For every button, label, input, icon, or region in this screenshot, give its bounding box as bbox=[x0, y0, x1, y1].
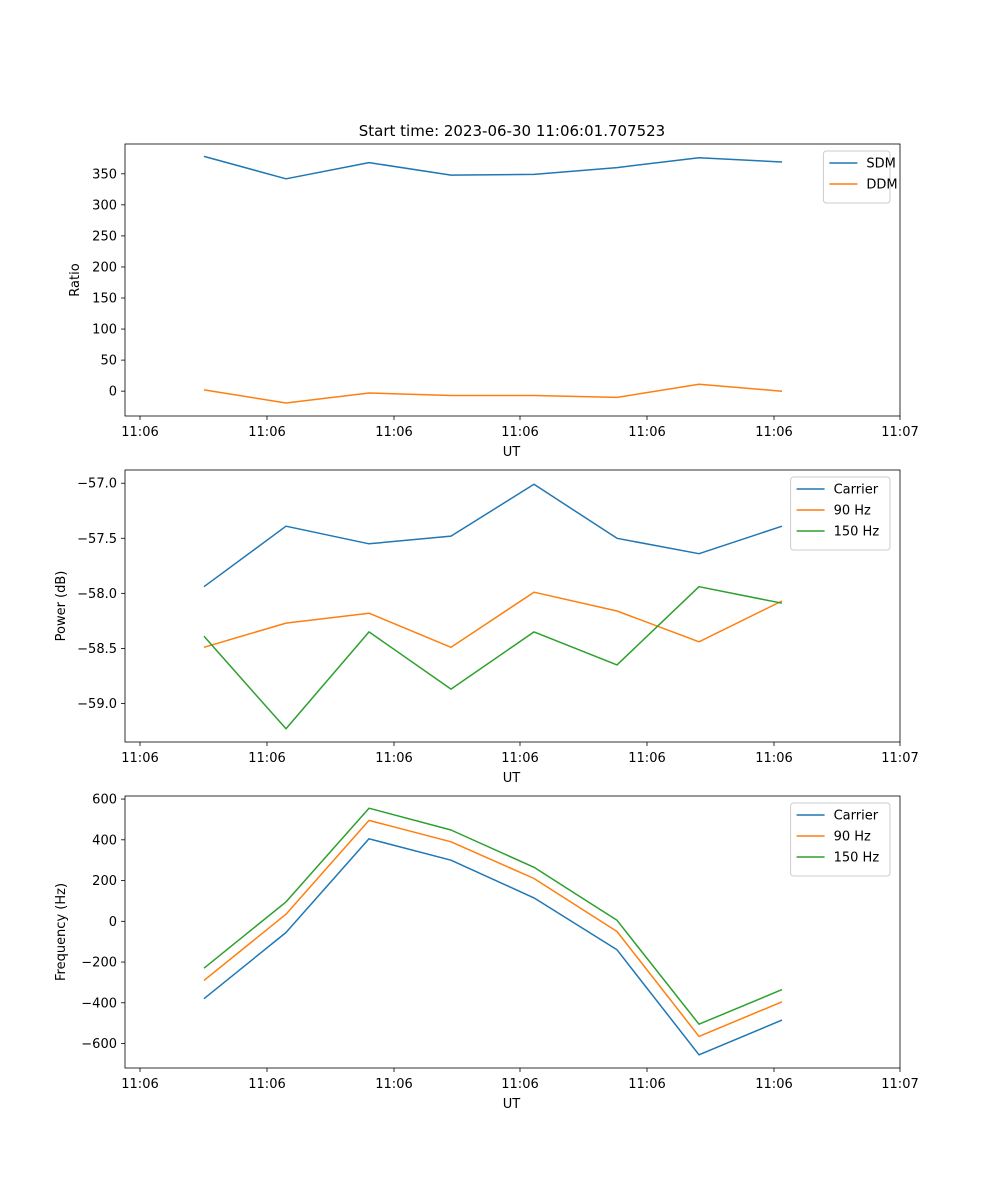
y-tick-label: 350 bbox=[92, 167, 117, 182]
x-tick-label: 11:06 bbox=[121, 751, 158, 766]
subplot-3: 11:06 11:06 11:06 11:06 11:06 11:06 11:07 −600 −… bbox=[54, 793, 919, 1112]
y-tick-label: 0 bbox=[109, 915, 117, 930]
x-tick-label: 11:06 bbox=[628, 1077, 665, 1092]
series-line-90-hz bbox=[203, 591, 783, 649]
legend: SDM DDM bbox=[822, 150, 898, 204]
figure-title: Start time: 2023-06-30 11:06:01.707523 bbox=[359, 122, 665, 140]
axes-frame bbox=[124, 469, 901, 743]
y-tick-label: 200 bbox=[92, 874, 117, 889]
y-tick-label: −600 bbox=[81, 1037, 117, 1052]
legend-entry: DDM bbox=[866, 178, 897, 193]
y-axis-label: Ratio bbox=[68, 263, 83, 296]
x-tick-label: 11:06 bbox=[375, 1077, 412, 1092]
x-tick-label: 11:06 bbox=[628, 425, 665, 440]
legend-box bbox=[822, 150, 891, 204]
x-tick-label: 11:06 bbox=[501, 425, 538, 440]
y-tick-label: 50 bbox=[100, 354, 117, 369]
y-tick-label: 150 bbox=[92, 292, 117, 307]
legend-entry: 150 Hz bbox=[834, 851, 880, 866]
y-tick-label: 600 bbox=[92, 793, 117, 808]
legend-entry: 150 Hz bbox=[834, 525, 880, 540]
x-axis-label: UT bbox=[503, 445, 521, 460]
y-tick-label: −57.0 bbox=[77, 477, 117, 492]
series-line-carrier bbox=[203, 838, 783, 1056]
legend: Carrier 90 Hz 150 Hz bbox=[790, 476, 891, 551]
y-tick-label: 250 bbox=[92, 229, 117, 244]
x-axis-label: UT bbox=[503, 1097, 521, 1112]
series-line-sdm bbox=[203, 155, 783, 180]
x-tick-label: 11:06 bbox=[121, 1077, 158, 1092]
series-line-150-hz bbox=[203, 585, 783, 730]
y-tick-label: −400 bbox=[81, 996, 117, 1011]
series-line-90-hz bbox=[203, 819, 783, 1038]
series-line-carrier bbox=[203, 483, 783, 588]
x-tick-label: 11:06 bbox=[121, 425, 158, 440]
y-tick-label: −58.0 bbox=[77, 587, 117, 602]
legend-entry: SDM bbox=[866, 157, 895, 172]
subplot-1: 11:06 11:06 11:06 11:06 11:06 11:06 11:07 0 50 10… bbox=[68, 143, 919, 460]
y-tick-label: 0 bbox=[109, 385, 117, 400]
x-tick-label: 11:06 bbox=[501, 751, 538, 766]
y-tick-label: −200 bbox=[81, 956, 117, 971]
legend-entry: 90 Hz bbox=[834, 830, 871, 845]
x-axis-label: UT bbox=[503, 771, 521, 786]
x-tick-label: 11:06 bbox=[755, 425, 792, 440]
axes-frame bbox=[124, 143, 901, 417]
y-tick-label: −57.5 bbox=[77, 532, 117, 547]
x-tick-label: 11:06 bbox=[375, 751, 412, 766]
legend-entry: 90 Hz bbox=[834, 504, 871, 519]
x-tick-label: 11:06 bbox=[628, 751, 665, 766]
subplot-2: 11:06 11:06 11:06 11:06 11:06 11:06 11:07 −59.0… bbox=[54, 469, 919, 786]
x-tick-label: 11:06 bbox=[755, 1077, 792, 1092]
x-tick-label: 11:06 bbox=[248, 425, 285, 440]
y-tick-label: 400 bbox=[92, 833, 117, 848]
y-axis-label: Frequency (Hz) bbox=[54, 883, 69, 981]
y-tick-label: 100 bbox=[92, 323, 117, 338]
series-line-150-hz bbox=[203, 807, 783, 1025]
y-tick-label: −59.0 bbox=[77, 697, 117, 712]
x-tick-label: 11:07 bbox=[881, 751, 918, 766]
x-tick-label: 11:06 bbox=[755, 751, 792, 766]
x-tick-label: 11:06 bbox=[248, 1077, 285, 1092]
y-tick-label: 300 bbox=[92, 198, 117, 213]
x-tick-label: 11:07 bbox=[881, 425, 918, 440]
y-axis-label: Power (dB) bbox=[54, 571, 69, 642]
x-tick-label: 11:06 bbox=[375, 425, 412, 440]
x-tick-label: 11:07 bbox=[881, 1077, 918, 1092]
y-tick-label: 200 bbox=[92, 260, 117, 275]
y-tick-label: −58.5 bbox=[77, 642, 117, 657]
legend-entry: Carrier bbox=[834, 809, 879, 824]
series-line-ddm bbox=[203, 383, 783, 404]
legend: Carrier 90 Hz 150 Hz bbox=[790, 802, 891, 877]
legend-entry: Carrier bbox=[834, 483, 879, 498]
subplots: 11:06 11:06 11:06 11:06 11:06 11:06 11:07 0 50 10… bbox=[54, 143, 919, 1112]
x-tick-label: 11:06 bbox=[248, 751, 285, 766]
axes-frame bbox=[124, 795, 901, 1069]
x-tick-label: 11:06 bbox=[501, 1077, 538, 1092]
